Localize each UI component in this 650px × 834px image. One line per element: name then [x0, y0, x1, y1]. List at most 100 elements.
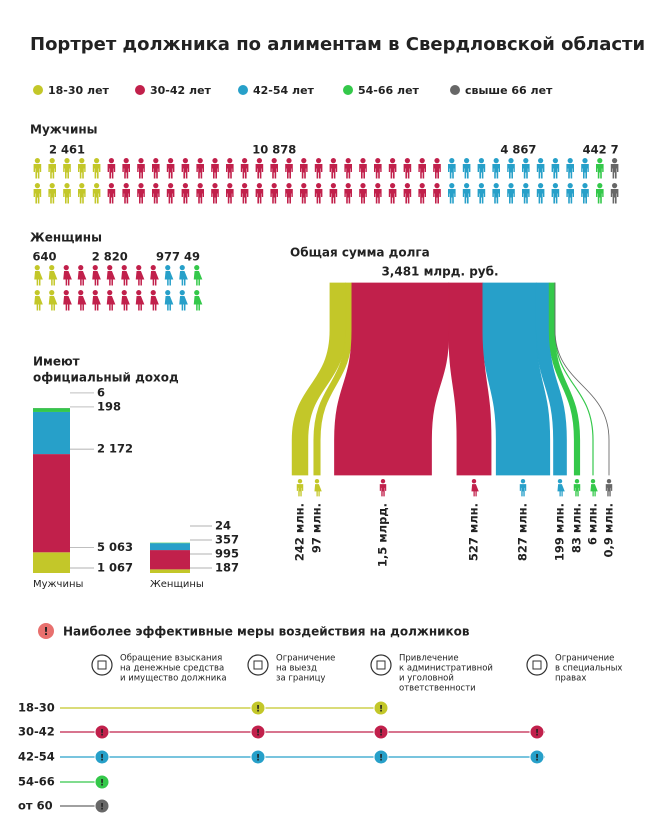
body [33, 164, 42, 179]
body [63, 271, 72, 286]
head [34, 183, 40, 189]
head [194, 265, 200, 271]
man-icon [240, 183, 249, 204]
income-label: 5 063 [97, 540, 133, 554]
head [227, 183, 233, 189]
head [552, 158, 558, 164]
man-icon [152, 158, 160, 179]
debt-label: 0,9 млн. [602, 503, 616, 558]
man-icon [581, 183, 589, 204]
head [168, 183, 174, 189]
body [270, 189, 278, 204]
head [94, 183, 100, 189]
measures-title: Наиболее эффективные меры воздействия на… [63, 625, 470, 639]
body [48, 271, 58, 286]
woman-icon [164, 290, 174, 311]
man-icon [477, 183, 486, 204]
head [94, 158, 100, 164]
measure-icon-glyph [253, 660, 263, 670]
man-icon [78, 183, 86, 204]
head [34, 265, 40, 271]
man-icon [300, 183, 308, 204]
body [285, 164, 293, 179]
woman-icon [135, 290, 145, 311]
body [181, 189, 190, 204]
body [573, 484, 581, 497]
measures-icon [38, 623, 54, 639]
income-label: 1 067 [97, 561, 133, 575]
head [434, 183, 440, 189]
man-icon [122, 183, 130, 204]
head [136, 290, 142, 296]
body [610, 164, 619, 179]
man-icon [300, 158, 308, 179]
head [449, 158, 455, 164]
legend-label: 42-54 лет [253, 84, 315, 97]
woman-icon [106, 290, 116, 311]
head [64, 183, 70, 189]
head [256, 183, 262, 189]
body [596, 164, 604, 179]
woman-icon [121, 265, 130, 286]
head [301, 158, 307, 164]
man-icon [403, 183, 412, 204]
woman-icon [314, 479, 322, 497]
head [136, 265, 142, 271]
body [448, 189, 456, 204]
head [597, 183, 603, 189]
body [296, 484, 304, 497]
woman-icon [590, 479, 598, 497]
body [166, 164, 175, 179]
head [316, 158, 322, 164]
debt-flow [554, 282, 610, 476]
man-icon [270, 158, 278, 179]
head [123, 158, 129, 164]
body [63, 189, 71, 204]
value-label: 49 [184, 250, 200, 264]
head [182, 158, 188, 164]
head [271, 183, 277, 189]
income-segment [150, 543, 190, 551]
value-label: 10 878 [252, 143, 296, 157]
value-label: 442 [583, 143, 607, 157]
body [92, 296, 101, 311]
man-icon [388, 158, 397, 179]
head [606, 479, 612, 484]
body [240, 189, 249, 204]
head [520, 479, 526, 484]
head [49, 183, 55, 189]
head [590, 479, 596, 484]
head [330, 183, 336, 189]
head [493, 158, 499, 164]
income-label: 2 172 [97, 442, 133, 456]
row-mark-glyph: ! [256, 754, 260, 764]
debt-label: 242 млн. [293, 503, 307, 561]
body [300, 164, 308, 179]
head [390, 183, 396, 189]
body [33, 189, 42, 204]
income-segment [33, 552, 70, 573]
body [403, 189, 412, 204]
man-icon [63, 183, 71, 204]
head [297, 479, 303, 484]
head [574, 479, 580, 484]
value-label: 4 867 [500, 143, 536, 157]
body [492, 164, 500, 179]
measure-icon [247, 654, 269, 676]
measure-icon-glyph [376, 660, 386, 670]
body [596, 189, 604, 204]
body [166, 189, 175, 204]
body [477, 189, 486, 204]
row-mark-glyph: ! [100, 729, 104, 739]
measure-text: и имущество должника [120, 674, 227, 684]
body [179, 271, 188, 286]
woman-icon [63, 265, 72, 286]
income-label: 6 [97, 385, 105, 399]
debt-flow [535, 282, 567, 476]
body [581, 164, 589, 179]
row-label: 42-54 [18, 750, 55, 764]
body [359, 189, 367, 204]
body [314, 189, 323, 204]
measure-text: Обращение взыскания [120, 654, 222, 664]
